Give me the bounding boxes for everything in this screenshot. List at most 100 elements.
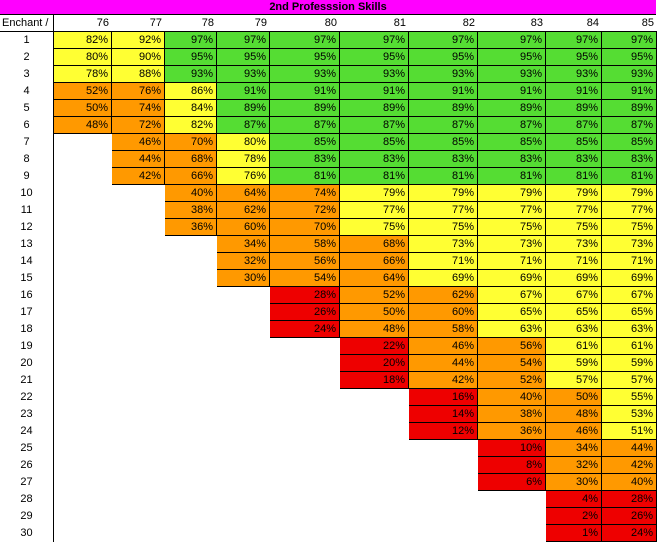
table-cell[interactable]: [112, 185, 165, 202]
table-cell[interactable]: 71%: [602, 253, 657, 270]
table-cell[interactable]: 79%: [409, 185, 478, 202]
table-cell[interactable]: 77%: [409, 202, 478, 219]
table-cell[interactable]: 79%: [546, 185, 602, 202]
table-cell[interactable]: [54, 508, 112, 525]
table-cell[interactable]: [54, 474, 112, 491]
table-cell[interactable]: 76%: [112, 83, 165, 100]
table-cell[interactable]: 28%: [270, 287, 340, 304]
table-cell[interactable]: 95%: [165, 49, 217, 66]
table-cell[interactable]: 50%: [546, 389, 602, 406]
table-cell[interactable]: 38%: [165, 202, 217, 219]
table-cell[interactable]: 34%: [546, 440, 602, 457]
table-cell[interactable]: 77%: [546, 202, 602, 219]
table-cell[interactable]: [217, 457, 270, 474]
table-cell[interactable]: 52%: [340, 287, 409, 304]
table-cell[interactable]: [217, 372, 270, 389]
table-cell[interactable]: [409, 440, 478, 457]
table-cell[interactable]: 34%: [217, 236, 270, 253]
table-cell[interactable]: 1%: [546, 525, 602, 542]
table-cell[interactable]: [54, 253, 112, 270]
table-cell[interactable]: 67%: [478, 287, 546, 304]
table-cell[interactable]: 12%: [409, 423, 478, 440]
table-cell[interactable]: 73%: [409, 236, 478, 253]
table-cell[interactable]: [54, 270, 112, 287]
table-cell[interactable]: 93%: [165, 66, 217, 83]
table-cell[interactable]: [217, 287, 270, 304]
table-cell[interactable]: 87%: [409, 117, 478, 134]
table-cell[interactable]: [340, 423, 409, 440]
table-cell[interactable]: [54, 491, 112, 508]
table-cell[interactable]: [165, 236, 217, 253]
table-cell[interactable]: 69%: [546, 270, 602, 287]
table-cell[interactable]: 75%: [340, 219, 409, 236]
table-cell[interactable]: 6%: [478, 474, 546, 491]
table-cell[interactable]: 54%: [270, 270, 340, 287]
table-cell[interactable]: [165, 474, 217, 491]
table-cell[interactable]: [165, 270, 217, 287]
table-cell[interactable]: 61%: [602, 338, 657, 355]
table-cell[interactable]: [340, 508, 409, 525]
table-cell[interactable]: 87%: [340, 117, 409, 134]
table-cell[interactable]: [340, 457, 409, 474]
table-cell[interactable]: [54, 440, 112, 457]
table-cell[interactable]: [340, 440, 409, 457]
table-cell[interactable]: 46%: [409, 338, 478, 355]
table-cell[interactable]: [112, 202, 165, 219]
table-cell[interactable]: 51%: [602, 423, 657, 440]
table-cell[interactable]: 36%: [165, 219, 217, 236]
table-cell[interactable]: 58%: [270, 236, 340, 253]
table-cell[interactable]: [217, 508, 270, 525]
table-cell[interactable]: [54, 304, 112, 321]
table-cell[interactable]: 75%: [546, 219, 602, 236]
table-cell[interactable]: [112, 406, 165, 423]
table-cell[interactable]: 85%: [270, 134, 340, 151]
table-cell[interactable]: 89%: [340, 100, 409, 117]
table-cell[interactable]: 20%: [340, 355, 409, 372]
table-cell[interactable]: 79%: [478, 185, 546, 202]
table-cell[interactable]: 91%: [546, 83, 602, 100]
table-cell[interactable]: 69%: [478, 270, 546, 287]
table-cell[interactable]: [340, 491, 409, 508]
table-cell[interactable]: 93%: [270, 66, 340, 83]
table-cell[interactable]: 59%: [602, 355, 657, 372]
table-cell[interactable]: 89%: [546, 100, 602, 117]
table-cell[interactable]: [217, 491, 270, 508]
table-cell[interactable]: 63%: [478, 321, 546, 338]
table-cell[interactable]: 44%: [602, 440, 657, 457]
table-cell[interactable]: [340, 389, 409, 406]
table-cell[interactable]: 10%: [478, 440, 546, 457]
table-cell[interactable]: 64%: [340, 270, 409, 287]
table-cell[interactable]: [112, 491, 165, 508]
table-cell[interactable]: 50%: [340, 304, 409, 321]
table-cell[interactable]: 73%: [546, 236, 602, 253]
table-cell[interactable]: [54, 355, 112, 372]
table-cell[interactable]: [340, 406, 409, 423]
table-cell[interactable]: 83%: [478, 151, 546, 168]
table-cell[interactable]: 97%: [602, 32, 657, 49]
table-cell[interactable]: [217, 389, 270, 406]
table-cell[interactable]: [112, 508, 165, 525]
table-cell[interactable]: [217, 338, 270, 355]
table-cell[interactable]: [112, 253, 165, 270]
table-cell[interactable]: 69%: [409, 270, 478, 287]
table-cell[interactable]: 93%: [409, 66, 478, 83]
table-cell[interactable]: [165, 440, 217, 457]
table-cell[interactable]: [54, 168, 112, 185]
table-cell[interactable]: 55%: [602, 389, 657, 406]
table-cell[interactable]: 97%: [546, 32, 602, 49]
table-cell[interactable]: 2%: [546, 508, 602, 525]
table-cell[interactable]: 60%: [217, 219, 270, 236]
table-cell[interactable]: 42%: [602, 457, 657, 474]
table-cell[interactable]: 50%: [54, 100, 112, 117]
table-cell[interactable]: 71%: [409, 253, 478, 270]
table-cell[interactable]: 72%: [112, 117, 165, 134]
table-cell[interactable]: 85%: [546, 134, 602, 151]
table-cell[interactable]: [165, 457, 217, 474]
table-cell[interactable]: 68%: [165, 151, 217, 168]
table-cell[interactable]: 62%: [409, 287, 478, 304]
table-cell[interactable]: [112, 236, 165, 253]
table-cell[interactable]: 65%: [546, 304, 602, 321]
table-cell[interactable]: [112, 219, 165, 236]
table-cell[interactable]: 81%: [478, 168, 546, 185]
table-cell[interactable]: 91%: [340, 83, 409, 100]
